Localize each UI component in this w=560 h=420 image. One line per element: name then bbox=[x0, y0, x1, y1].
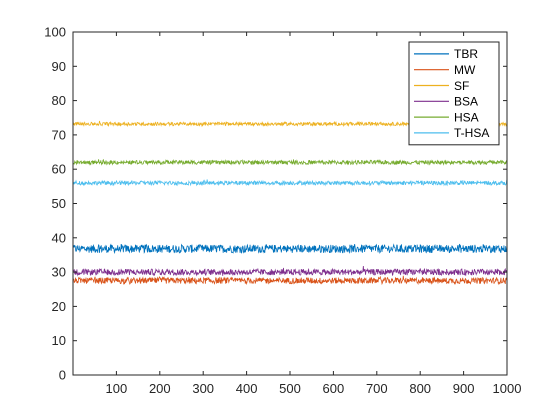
y-tick-label: 60 bbox=[52, 162, 66, 177]
legend-label-bsa: BSA bbox=[454, 95, 478, 109]
series-line-t-hsa bbox=[73, 179, 508, 187]
x-tick-label: 200 bbox=[149, 381, 171, 396]
series-line-mw bbox=[73, 275, 508, 286]
y-tick-label: 30 bbox=[52, 265, 66, 280]
x-tick-label: 700 bbox=[366, 381, 388, 396]
y-tick-label: 10 bbox=[52, 333, 66, 348]
x-tick-label: 600 bbox=[323, 381, 345, 396]
y-tick-label: 100 bbox=[44, 25, 66, 40]
legend-label-sf: SF bbox=[454, 79, 469, 93]
x-tick-label: 300 bbox=[192, 381, 214, 396]
legend-label-mw: MW bbox=[454, 63, 476, 77]
x-tick-label: 800 bbox=[409, 381, 431, 396]
x-tick-label: 900 bbox=[453, 381, 475, 396]
series-line-bsa bbox=[73, 266, 508, 277]
x-tick-label: 500 bbox=[279, 381, 301, 396]
y-tick-label: 80 bbox=[52, 93, 66, 108]
legend-label-tbr: TBR bbox=[454, 47, 478, 61]
legend-box bbox=[408, 41, 500, 146]
y-tick-label: 90 bbox=[52, 59, 66, 74]
series-line-hsa bbox=[73, 158, 508, 166]
x-tick-label: 400 bbox=[236, 381, 258, 396]
series-layer bbox=[73, 120, 508, 286]
y-tick-label: 40 bbox=[52, 230, 66, 245]
y-tick-label: 70 bbox=[52, 127, 66, 142]
y-tick-label: 50 bbox=[52, 196, 66, 211]
y-tick-label: 20 bbox=[52, 299, 66, 314]
legend-label-hsa: HSA bbox=[454, 110, 479, 124]
x-tick-label: 1000 bbox=[493, 381, 522, 396]
legend-label-t-hsa: T-HSA bbox=[454, 126, 489, 140]
x-tick-label: 100 bbox=[106, 381, 128, 396]
ticks-layer: 100 200 300 400 500 600 700 800 900 1000 0 10 20 30 40… bbox=[44, 25, 521, 397]
series-line-tbr bbox=[73, 243, 508, 255]
y-tick-label: 0 bbox=[59, 368, 66, 383]
